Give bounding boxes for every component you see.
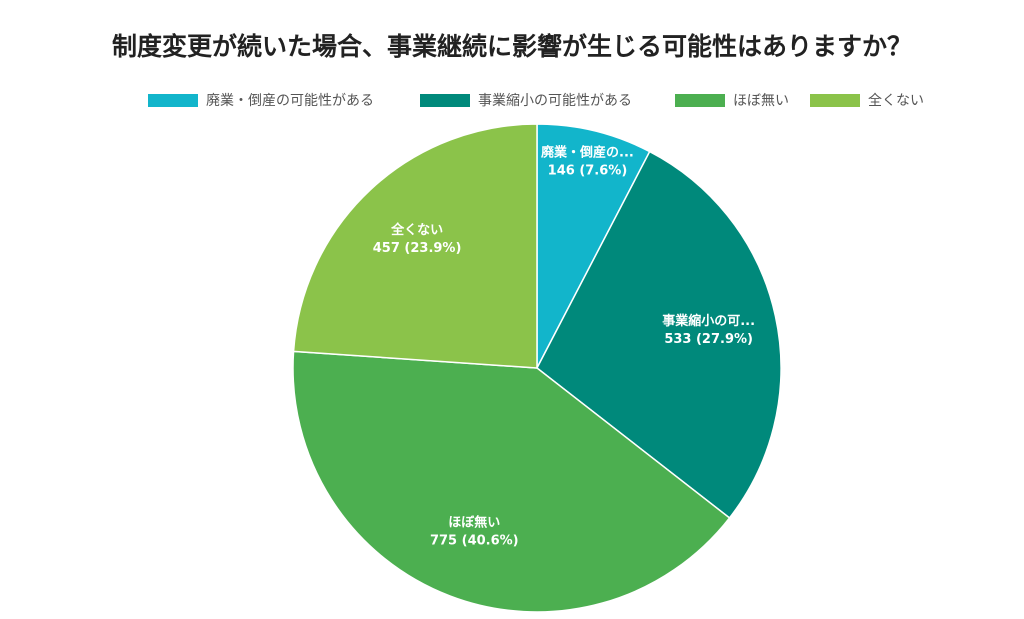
slice-label: 事業縮小の可... [662, 313, 755, 329]
pie-slice [292, 350, 731, 613]
legend-swatch [810, 94, 860, 107]
legend-label: 全くない [868, 92, 924, 109]
legend-swatch [675, 94, 725, 107]
chart-title: 制度変更が続いた場合、事業継続に影響が生じる可能性はありますか？ [112, 32, 912, 61]
value-label: 457 (23.9%) [373, 241, 462, 256]
legend-label: 事業縮小の可能性がある [478, 93, 632, 109]
value-label: 775 (40.6%) [430, 534, 519, 549]
slice-label: 全くない [390, 222, 443, 238]
slice-label: 廃業・倒産の... [540, 144, 634, 160]
value-label: 146 (7.6%) [548, 163, 628, 178]
slice-label: ほぼ無い [448, 515, 500, 531]
pie-slice [292, 123, 538, 369]
legend-swatch [420, 94, 470, 107]
legend-label: 廃業・倒産の可能性がある [206, 92, 374, 109]
pie-slice [536, 150, 782, 519]
value-label: 533 (27.9%) [664, 332, 753, 347]
pie-slice [536, 123, 651, 369]
legend-swatch [148, 94, 198, 107]
legend-label: ほぼ無い [733, 93, 789, 109]
